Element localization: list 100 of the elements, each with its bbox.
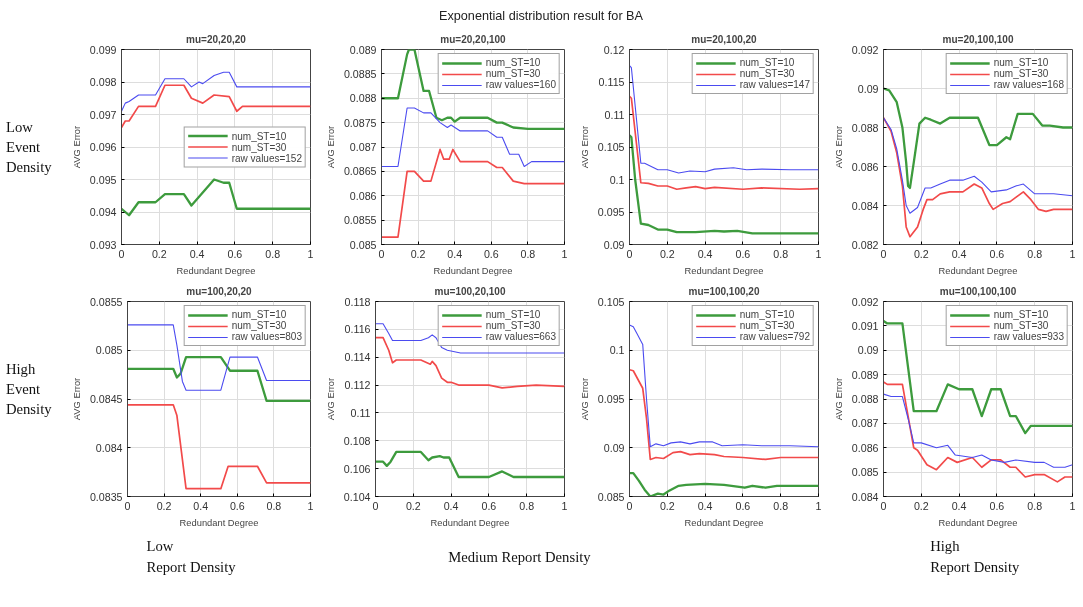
x-tick-label: 1 [815, 247, 822, 260]
y-tick-label: 0.085 [851, 466, 879, 479]
legend-label: raw values=147 [739, 79, 810, 90]
x-tick-label: 0 [626, 499, 633, 512]
legend-label: num_ST=10 [993, 309, 1049, 320]
x-tick-label: 0.8 [773, 247, 789, 260]
legend-label: num_ST=10 [485, 309, 541, 320]
legend-label: num_ST=10 [231, 130, 287, 141]
x-tick-label: 0.6 [735, 499, 751, 512]
legend-label: num_ST=10 [739, 309, 795, 320]
y-tick-label: 0.1 [609, 344, 625, 357]
y-tick-label: 0.12 [603, 43, 625, 56]
y-tick-label: 0.0885 [343, 67, 377, 80]
legend-label: num_ST=30 [993, 320, 1049, 331]
legend-label: raw values=168 [993, 79, 1064, 90]
line-series [883, 381, 1073, 483]
legend-label: num_ST=10 [993, 57, 1049, 68]
x-axis-title: Redundant Degree [176, 265, 256, 276]
legend-label: num_ST=30 [993, 68, 1049, 79]
x-tick-label: 0.4 [193, 499, 209, 512]
text: Low Report Density [146, 538, 237, 575]
y-tick-label: 0.094 [89, 206, 117, 218]
line-series [127, 404, 311, 490]
line-series [629, 368, 819, 461]
line-series [883, 117, 1073, 214]
line-series [381, 107, 565, 168]
x-tick-label: 1 [307, 499, 314, 512]
legend-label: raw values=663 [485, 331, 556, 342]
y-tick-label: 0.1 [609, 173, 625, 186]
line-series [375, 450, 565, 479]
legend-label: raw values=152 [231, 152, 302, 163]
y-tick-label: 0.0835 [89, 490, 123, 503]
y-tick-label: 0.0855 [343, 214, 377, 227]
x-tick-label: 0.2 [410, 247, 426, 260]
y-tick-label: 0.097 [89, 108, 117, 121]
x-tick-label: 0.8 [266, 499, 282, 512]
y-tick-label: 0.086 [851, 441, 879, 454]
x-tick-label: 0.8 [519, 499, 535, 512]
x-tick-label: 0.6 [229, 499, 245, 512]
legend-label: raw values=160 [485, 79, 556, 90]
x-tick-label: 0.6 [735, 247, 751, 260]
x-tick-label: 0.4 [951, 499, 967, 512]
chart-title: mu=100,100,20 [688, 285, 760, 297]
y-tick-label: 0.084 [851, 199, 879, 212]
y-tick-label: 0.086 [349, 189, 377, 202]
x-tick-label: 1 [561, 247, 568, 260]
y-tick-label: 0.09 [603, 441, 625, 454]
y-tick-label: 0.085 [349, 238, 377, 251]
chart-title: mu=100,20,20 [186, 285, 253, 297]
y-tick-label: 0.087 [349, 141, 377, 153]
chart-title: mu=100,20,100 [434, 285, 506, 297]
x-tick-label: 0.8 [520, 247, 536, 260]
line-series [883, 319, 1073, 435]
y-tick-label: 0.114 [344, 351, 371, 364]
legend-label: raw values=803 [231, 331, 302, 342]
y-tick-label: 0.088 [349, 92, 377, 105]
x-tick-label: 0.2 [405, 499, 421, 512]
y-axis-title: AVG Error [833, 125, 844, 169]
x-tick-label: 0.6 [483, 247, 499, 260]
text: High Event Density [5, 361, 53, 418]
legend-label: num_ST=30 [485, 68, 541, 79]
x-tick-label: 0 [880, 247, 887, 260]
y-tick-label: 0.09 [603, 238, 625, 251]
y-tick-label: 0.089 [851, 368, 879, 381]
legend-label: num_ST=10 [485, 57, 541, 68]
legend-label: raw values=792 [739, 331, 810, 342]
y-tick-label: 0.104 [343, 490, 371, 503]
text: Low Event Density [5, 119, 53, 176]
x-tick-label: 0.6 [989, 499, 1005, 512]
y-tick-label: 0.099 [89, 43, 117, 56]
chart-title: mu=20,20,100 [440, 33, 507, 45]
legend-label: num_ST=30 [231, 141, 287, 152]
y-tick-label: 0.082 [851, 238, 879, 251]
y-tick-label: 0.0845 [89, 393, 123, 405]
line-series [127, 355, 311, 403]
y-tick-label: 0.0865 [343, 165, 377, 178]
y-tick-label: 0.092 [851, 43, 879, 56]
x-tick-label: 0 [118, 247, 125, 260]
legend-label: num_ST=30 [739, 68, 795, 79]
line-series [375, 323, 565, 354]
y-axis-title: AVG Error [71, 377, 82, 421]
line-series [381, 148, 565, 239]
text: High Report Density [930, 538, 1020, 575]
line-series [883, 87, 1073, 190]
x-tick-label: 1 [815, 499, 822, 512]
x-axis-title: Redundant Degree [938, 517, 1018, 528]
y-tick-label: 0.11 [350, 406, 371, 419]
y-tick-label: 0.085 [95, 344, 123, 357]
y-tick-label: 0.115 [598, 76, 625, 88]
y-axis-title: AVG Error [833, 377, 844, 421]
y-tick-label: 0.112 [344, 379, 371, 392]
chart-title: mu=20,20,20 [186, 33, 247, 45]
x-tick-label: 0 [378, 247, 385, 260]
x-tick-label: 0.8 [265, 247, 281, 260]
y-axis-title: AVG Error [579, 377, 590, 421]
y-tick-label: 0.09 [857, 344, 879, 357]
y-tick-label: 0.105 [597, 295, 625, 308]
line-series [121, 84, 311, 129]
y-tick-label: 0.088 [851, 393, 879, 405]
line-series [629, 95, 819, 191]
